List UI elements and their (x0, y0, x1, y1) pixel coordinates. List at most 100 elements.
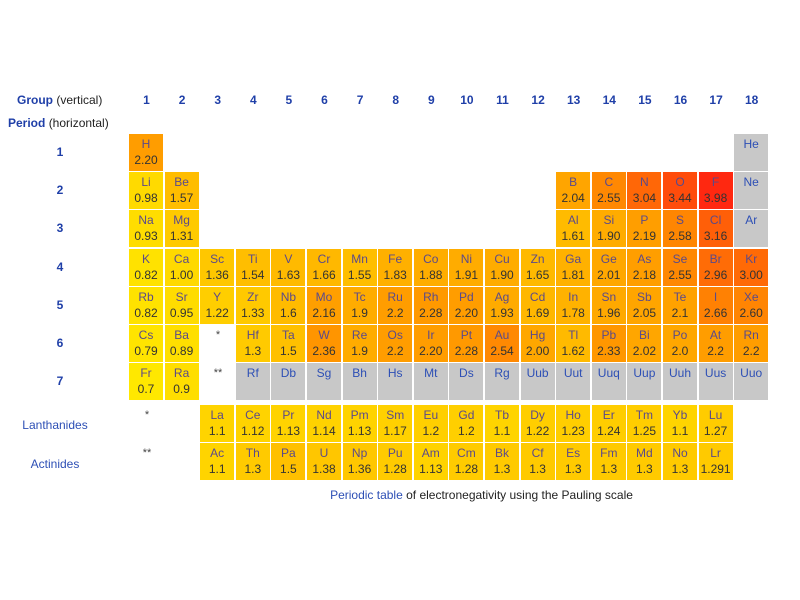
element-symbol: U (319, 446, 329, 460)
period-header-1: 1 (56, 145, 64, 159)
electronegativity-value: 2.2 (742, 344, 760, 358)
electronegativity-value: 2.33 (597, 344, 621, 358)
element-symbol: K (141, 251, 150, 266)
element-symbol: Au (494, 328, 510, 342)
electronegativity-value: 1.5 (280, 344, 297, 358)
electronegativity-value: 0.95 (169, 305, 194, 320)
element-symbol: Sn (601, 289, 617, 304)
element-cell-ga: Ga 1.81 (556, 248, 591, 286)
group-header-17: 17 (709, 93, 723, 107)
element-cell-eu: Eu 1.2 (413, 405, 448, 442)
element-cell-zr: Zr 1.33 (235, 286, 270, 324)
element-cell-fr: Fr 0.7 (129, 363, 163, 401)
element-cell-f: F 3.98 (698, 172, 733, 210)
electronegativity-value: 2.2 (386, 305, 404, 320)
group-header-8: 8 (392, 93, 400, 107)
element-cell-tb: Tb 1.1 (485, 405, 519, 442)
lanthanide-marker-table: * (215, 329, 221, 341)
element-cell-cl: Cl 3.16 (698, 210, 733, 248)
element-cell-au: Au 2.54 (485, 325, 519, 362)
element-symbol: Rh (423, 289, 439, 304)
electronegativity-value: 1.9 (351, 305, 368, 320)
electronegativity-value: 1.1 (208, 424, 226, 438)
element-symbol: Br (709, 251, 722, 266)
element-cell-ir: Ir 2.20 (413, 325, 448, 362)
element-symbol: Co (423, 251, 439, 266)
element-cell-uub: Uub (520, 363, 555, 401)
group-header-9: 9 (427, 93, 435, 107)
element-cell-sm: Sm 1.17 (378, 405, 413, 442)
electronegativity-value: 0.82 (134, 305, 158, 320)
element-cell-rb: Rb 0.82 (129, 286, 163, 324)
electronegativity-value: 0.93 (134, 229, 158, 244)
element-symbol: S (675, 213, 684, 228)
element-cell-es: Es 1.3 (556, 443, 591, 480)
element-cell-ho: Ho 1.23 (556, 405, 591, 442)
electronegativity-value: 1.96 (597, 305, 621, 320)
element-symbol: Pm (350, 408, 369, 422)
element-symbol: Cl (709, 213, 722, 228)
group-header-1: 1 (143, 93, 150, 107)
electronegativity-value: 2.2 (707, 344, 724, 358)
element-symbol: Mt (424, 366, 438, 381)
element-symbol: Pd (459, 289, 474, 304)
element-cell-u: U 1.38 (307, 443, 341, 480)
element-symbol: Sm (386, 408, 405, 422)
electronegativity-value: 1.13 (276, 424, 301, 438)
element-symbol: As (637, 251, 652, 266)
element-symbol: Cm (457, 446, 476, 460)
electronegativity-value: 1.69 (525, 305, 550, 320)
element-cell-bi: Bi 2.02 (627, 325, 662, 362)
group-header-18: 18 (745, 93, 759, 107)
element-symbol: N (640, 175, 649, 190)
element-cell-li: Li 0.98 (129, 172, 163, 210)
element-cell-lr: Lr 1.291 (698, 443, 733, 480)
electronegativity-value: 2.58 (668, 229, 692, 244)
electronegativity-value: 1.1 (671, 424, 689, 438)
element-symbol: Yb (672, 408, 688, 422)
group-header-12: 12 (531, 93, 545, 107)
element-symbol: Al (567, 213, 579, 228)
element-cell-b: B 2.04 (556, 172, 591, 210)
element-symbol: Se (672, 251, 688, 266)
electronegativity-value: 1.2 (458, 424, 475, 438)
period-header-3: 3 (56, 221, 64, 236)
electronegativity-value: 1.28 (383, 462, 407, 476)
element-symbol: Rf (246, 366, 259, 381)
element-cell-as: As 2.18 (627, 248, 662, 286)
element-cell-na: Na 0.93 (129, 210, 163, 248)
element-symbol: Uuo (740, 366, 763, 381)
element-symbol: Tc (353, 289, 366, 304)
element-cell-fm: Fm 1.3 (591, 443, 626, 480)
element-symbol: Ne (743, 175, 759, 190)
electronegativity-value: 1.81 (561, 267, 585, 282)
element-cell-cd: Cd 1.69 (520, 286, 555, 324)
electronegativity-value: 1.3 (493, 462, 511, 476)
period-axis-label: Period (horizontal) (8, 116, 109, 130)
period-header-7: 7 (56, 374, 64, 389)
electronegativity-value: 2.19 (632, 229, 657, 244)
electronegativity-value: 2.20 (419, 344, 443, 358)
electronegativity-value: 1.57 (169, 191, 194, 206)
element-symbol: Nd (316, 408, 332, 422)
element-cell-o: O 3.44 (663, 172, 697, 210)
electronegativity-value: 1.2 (422, 424, 440, 438)
electronegativity-value: 2.05 (632, 305, 657, 320)
element-cell-pd: Pd 2.20 (449, 286, 484, 324)
element-symbol: At (709, 328, 722, 342)
periodic-table-link[interactable]: Periodic table (330, 488, 403, 502)
electronegativity-value: 2.2 (386, 344, 404, 358)
element-symbol: Eu (423, 408, 439, 422)
element-symbol: Pa (281, 446, 296, 460)
element-cell-s: S 2.58 (663, 210, 697, 248)
element-cell-am: Am 1.13 (413, 443, 448, 480)
element-cell-cm: Cm 1.28 (449, 443, 484, 480)
electronegativity-value: 1.3 (244, 344, 262, 358)
element-symbol: V (284, 251, 293, 266)
electronegativity-value: 1.291 (700, 462, 731, 476)
element-symbol: Fe (388, 251, 403, 266)
element-symbol: Ho (565, 408, 581, 422)
element-symbol: Cu (494, 251, 510, 266)
element-symbol: H (141, 137, 151, 151)
element-cell-sc: Sc 1.36 (200, 248, 235, 286)
